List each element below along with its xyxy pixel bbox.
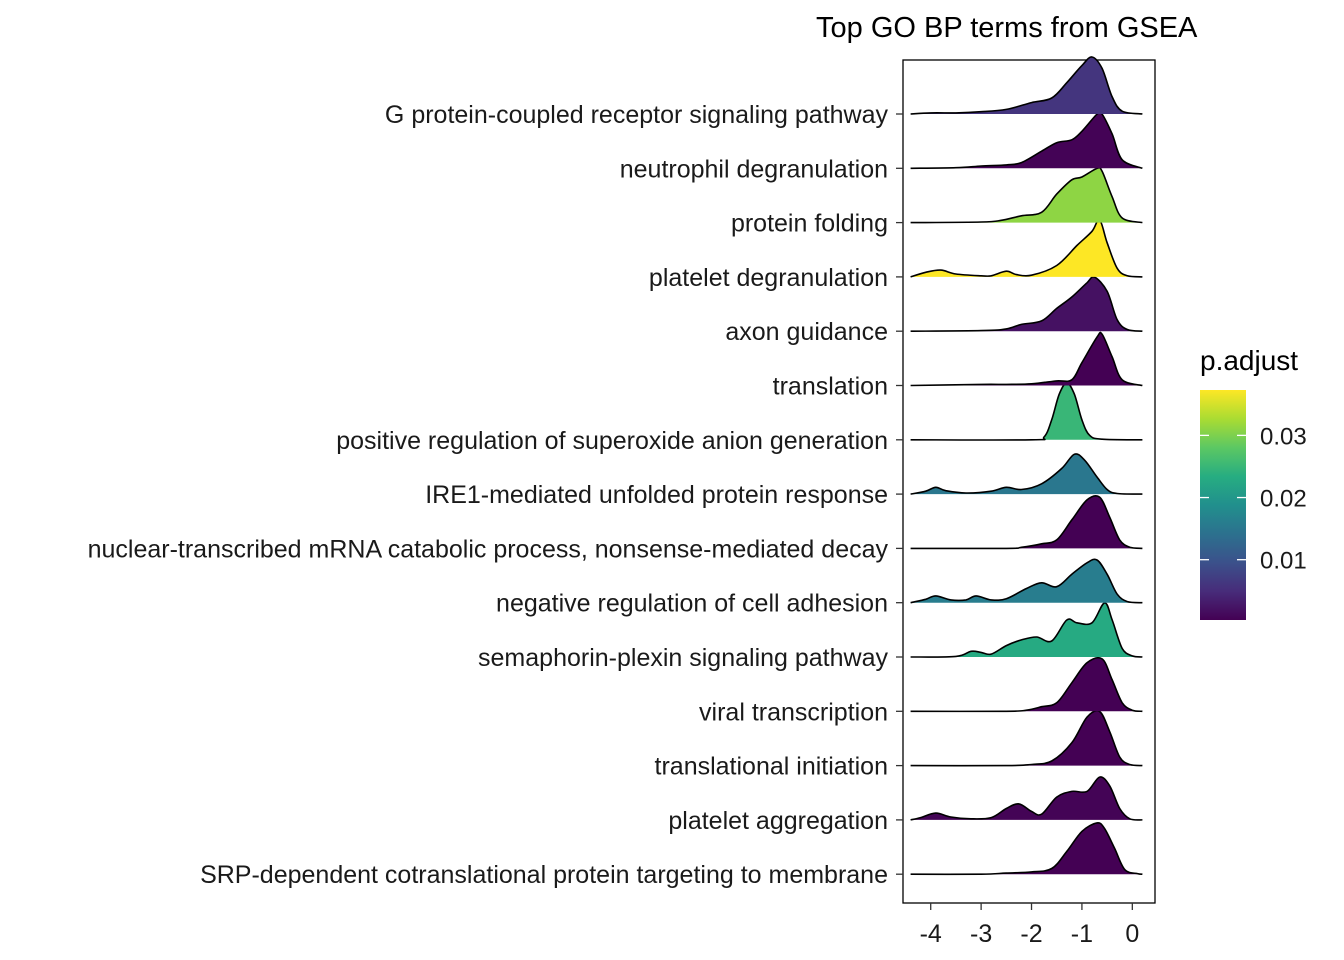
- ridge-outline: [910, 218, 1143, 278]
- ridge-outline: [910, 558, 1143, 604]
- y-tick-label: platelet aggregation: [668, 807, 888, 835]
- legend-tick-label: 0.01: [1260, 548, 1307, 575]
- y-tick-label: nuclear-transcribed mRNA catabolic proce…: [88, 535, 889, 563]
- y-tick-label: neutrophil degranulation: [620, 155, 888, 183]
- ridge-outline: [910, 602, 1143, 658]
- ridge-fill: [910, 657, 1143, 712]
- x-axis: -4 -3 -2 -1 0: [920, 903, 1139, 948]
- ridge-outline: [910, 822, 1143, 876]
- ridge-fill: [910, 776, 1143, 820]
- y-tick-label: G protein-coupled receptor signaling pat…: [385, 101, 889, 129]
- ridge-outline: [910, 381, 1143, 441]
- ridge-fill: [910, 332, 1143, 386]
- ridge-fill: [910, 382, 1143, 441]
- ridge-fill: [910, 167, 1143, 223]
- y-tick-label: SRP-dependent cotranslational protein ta…: [200, 861, 888, 889]
- y-tick-label: positive regulation of superoxide anion …: [336, 427, 888, 455]
- y-tick-label: negative regulation of cell adhesion: [496, 590, 888, 618]
- ridge-fill: [910, 219, 1143, 277]
- y-tick-label: viral transcription: [699, 698, 888, 726]
- ridge-outline: [910, 709, 1143, 767]
- y-tick-label: platelet degranulation: [649, 264, 888, 292]
- y-tick-label: translational initiation: [655, 753, 888, 781]
- color-legend: 0.01 0.02 0.03: [1200, 390, 1307, 620]
- ridge-fill: [910, 559, 1143, 603]
- ridge-outline: [910, 453, 1143, 495]
- legend-tick-label: 0.03: [1260, 423, 1307, 450]
- y-tick-label: semaphorin-plexin signaling pathway: [478, 644, 888, 672]
- chart-title: Top GO BP terms from GSEA: [816, 12, 1198, 44]
- ridge-outline: [910, 331, 1143, 387]
- x-tick-label: 0: [1125, 920, 1139, 948]
- ridge-fill: [910, 602, 1143, 658]
- ridge-outline: [910, 494, 1143, 550]
- legend-tick-label: 0.02: [1260, 486, 1307, 513]
- y-tick-label: protein folding: [731, 210, 888, 238]
- x-tick-label: -3: [970, 920, 992, 948]
- y-axis: SRP-dependent cotranslational protein ta…: [88, 101, 903, 889]
- ridge-fill: [910, 111, 1143, 169]
- colorbar: [1200, 390, 1246, 620]
- legend-title: p.adjust: [1200, 345, 1299, 376]
- ridge-fill: [910, 276, 1143, 332]
- ridge-outline: [910, 275, 1143, 332]
- y-tick-label: translation: [773, 373, 888, 401]
- ridge-fill: [910, 822, 1143, 875]
- y-tick-label: IRE1-mediated unfolded protein response: [425, 481, 888, 509]
- ridge-outline: [910, 166, 1143, 224]
- x-tick-label: -1: [1071, 920, 1093, 948]
- ridge-fill: [910, 453, 1143, 495]
- ridge-outline: [910, 56, 1143, 115]
- x-tick-label: -2: [1020, 920, 1042, 948]
- ridge-fill: [910, 56, 1143, 114]
- y-tick-label: axon guidance: [725, 318, 888, 346]
- ridges-layer: [910, 56, 1143, 876]
- ridge-fill: [910, 495, 1143, 549]
- ridge-fill: [910, 710, 1143, 766]
- ridge-outline: [910, 656, 1143, 713]
- plot-panel-border: [902, 59, 1156, 904]
- ridge-outline: [910, 776, 1143, 821]
- x-tick-label: -4: [920, 920, 942, 948]
- ridge-outline: [910, 111, 1143, 170]
